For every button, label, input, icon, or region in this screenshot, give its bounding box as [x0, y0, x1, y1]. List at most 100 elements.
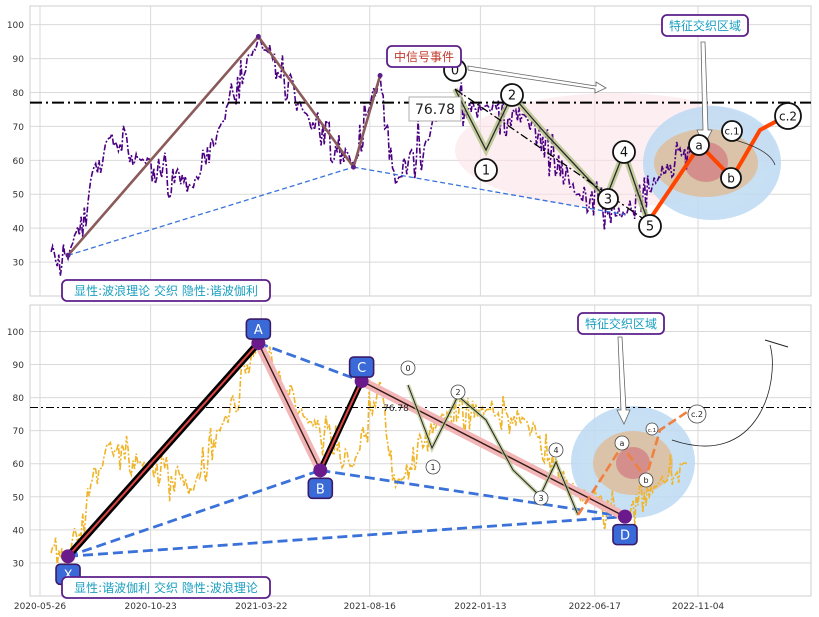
wave-label-circle: [612, 140, 636, 164]
wave-label-circle: [638, 472, 654, 488]
y-tick-label: 100: [7, 328, 24, 338]
harmonic-label: B: [316, 482, 325, 497]
wave-label: 4: [620, 146, 628, 161]
harmonic-label: D: [620, 529, 630, 544]
harmonic-label: A: [254, 323, 263, 338]
wave-label: 3: [538, 494, 543, 503]
wave-label-circle: [450, 384, 466, 400]
harmonic-point-d: [617, 509, 632, 524]
top-y-axis: 30 40 50 60 70 80 90 100: [7, 21, 24, 268]
wave-label: a: [620, 439, 625, 448]
wave-label-circle: [638, 214, 662, 238]
wave-label: 3: [604, 193, 612, 208]
bottom-plot-frame: [29, 304, 812, 597]
projection-arc: [671, 344, 773, 447]
bottom-panel: 30 40 50 60 70 80 90 100 X A B C D 0 1 2 3 4 a b c.1 c.2 76.7…: [7, 304, 812, 599]
wave-label-circle: [688, 134, 710, 156]
wave-label: 5: [646, 220, 654, 235]
trend-zigzag: [67, 34, 382, 257]
ref-value-box: [408, 96, 462, 122]
x-tick-label: 2022-01-13: [454, 602, 506, 612]
wave-label: c.1: [648, 428, 656, 434]
down-arrow-icon: [616, 336, 631, 425]
pivot-dot: [65, 252, 71, 258]
x-tick-label: 2021-03-22: [235, 602, 287, 612]
event-label-box: [386, 45, 462, 68]
top-price-line: [50, 37, 694, 277]
ref-value-label: 76.78: [415, 102, 455, 118]
wave-label: 1: [430, 463, 435, 472]
wave-label: 0: [405, 364, 410, 373]
wave-label: b: [643, 476, 648, 485]
y-tick-label: 80: [13, 394, 25, 404]
harmonic-label-box: [245, 318, 272, 340]
x-tick-label: 2021-08-16: [344, 602, 397, 612]
harmonic-label: X: [64, 568, 73, 583]
down-arrow-icon: [696, 41, 713, 147]
bottom-price-line: [50, 343, 688, 566]
wave-label-circle: [400, 360, 416, 376]
wave-label-circle: [687, 404, 707, 424]
bottom-price-series: [50, 343, 688, 566]
arrow-icon: [467, 65, 607, 94]
harmonic-dashed: [67, 515, 626, 558]
wave-label: 1: [482, 164, 490, 179]
x-tick-label: 2020-05-26: [14, 602, 67, 612]
wave-label-circle: [720, 167, 742, 189]
wave-line: [407, 384, 579, 516]
wave-label: 4: [553, 446, 558, 455]
harmonic-label-box: [348, 356, 375, 378]
wave-label-circle: [533, 490, 549, 506]
wave-label: 2: [508, 89, 516, 104]
harmonic-label-box: [612, 523, 638, 546]
y-tick-label: 80: [13, 89, 25, 99]
y-tick-label: 40: [13, 225, 25, 235]
y-tick-label: 30: [13, 559, 25, 569]
annotation-box: [61, 279, 271, 302]
projection-arc-cap: [764, 339, 789, 348]
top-price-series: [50, 37, 694, 277]
y-tick-label: 90: [13, 55, 25, 65]
zone-ellipse-core: [616, 447, 650, 479]
zone-label: 特征交织区域: [585, 316, 657, 331]
x-tick-label: 2020-10-23: [124, 602, 176, 612]
zone-label: 特征交织区域: [669, 18, 741, 33]
pivot-dot: [377, 73, 383, 79]
wave-label: 0: [451, 64, 459, 79]
annotation-label: 显性:谐波伽利 交织 隐性:波浪理论: [74, 580, 258, 595]
wave-label-circle: [774, 102, 802, 130]
ref-value-label: 76.78: [383, 404, 409, 414]
wave-label: c.2: [779, 109, 797, 123]
projection-arc: [734, 139, 776, 166]
zone-label-box: [577, 312, 665, 335]
y-tick-label: 90: [13, 361, 25, 371]
wave-label: c.2: [691, 410, 703, 419]
wave-label-circle: [425, 459, 441, 475]
x-tick-label: 2022-06-17: [569, 602, 621, 612]
harmonic-label: C: [357, 361, 366, 376]
y-tick-label: 30: [13, 259, 25, 269]
annotation-box: [61, 576, 271, 599]
wave-label-circle: [597, 188, 619, 210]
y-tick-label: 60: [13, 460, 25, 470]
y-tick-label: 70: [13, 123, 25, 133]
wave-label-circle: [474, 158, 498, 182]
wave-label-circle: [721, 120, 743, 142]
annotation-label: 显性:波浪理论 交织 隐性:谐波伽利: [74, 283, 258, 298]
pivot-dot: [255, 34, 261, 40]
wave-label: b: [727, 171, 735, 185]
y-tick-label: 50: [13, 191, 25, 201]
wave-label-circle: [645, 422, 659, 436]
wave-label: a: [695, 138, 702, 152]
wave-label-circle: [548, 442, 564, 458]
harmonic-bc-inner: [319, 380, 363, 471]
zone-label-box: [661, 14, 749, 37]
pivot-dot: [351, 164, 357, 170]
trend-dashed-2: [353, 166, 626, 216]
wave-label: c.1: [724, 127, 739, 138]
wave-label-circle: [500, 83, 524, 107]
x-tick-label: 2022-11-04: [672, 602, 725, 612]
wave-label-circle: [614, 435, 630, 451]
